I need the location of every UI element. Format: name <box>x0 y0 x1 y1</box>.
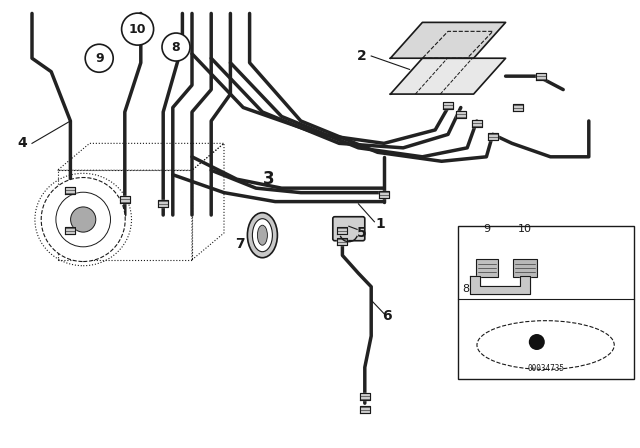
Text: 00034735: 00034735 <box>527 364 564 373</box>
Text: 8: 8 <box>172 40 180 54</box>
Text: 9: 9 <box>483 224 490 234</box>
Text: 9: 9 <box>95 52 104 65</box>
Circle shape <box>85 44 113 72</box>
Circle shape <box>41 177 125 262</box>
Text: 6: 6 <box>382 309 392 323</box>
Polygon shape <box>470 276 529 294</box>
Polygon shape <box>337 227 348 234</box>
Polygon shape <box>158 200 168 207</box>
Circle shape <box>56 192 111 247</box>
Bar <box>458 226 634 379</box>
Polygon shape <box>360 406 370 414</box>
Ellipse shape <box>477 321 614 370</box>
Polygon shape <box>456 111 466 118</box>
Ellipse shape <box>257 225 268 245</box>
Text: 7: 7 <box>235 237 245 251</box>
Polygon shape <box>390 22 506 58</box>
Text: 8: 8 <box>463 284 470 294</box>
Text: 4: 4 <box>17 136 27 151</box>
Ellipse shape <box>252 219 273 252</box>
Polygon shape <box>360 393 370 400</box>
Text: 10: 10 <box>129 22 147 36</box>
Circle shape <box>122 13 154 45</box>
Text: 2: 2 <box>356 49 367 63</box>
Text: 5: 5 <box>356 226 367 240</box>
Polygon shape <box>65 227 76 234</box>
Text: 3: 3 <box>263 170 275 188</box>
Polygon shape <box>536 73 546 80</box>
Bar <box>476 259 498 277</box>
Polygon shape <box>390 58 506 94</box>
Circle shape <box>70 207 96 232</box>
Circle shape <box>529 334 545 350</box>
Ellipse shape <box>248 213 277 258</box>
Polygon shape <box>65 187 76 194</box>
Polygon shape <box>472 120 482 127</box>
Text: 10: 10 <box>518 224 532 234</box>
Bar <box>513 259 536 277</box>
FancyBboxPatch shape <box>333 217 365 241</box>
Circle shape <box>162 33 190 61</box>
Polygon shape <box>120 196 130 203</box>
Text: 1: 1 <box>376 217 386 231</box>
Polygon shape <box>513 104 524 111</box>
Polygon shape <box>337 238 348 246</box>
Polygon shape <box>443 102 453 109</box>
Polygon shape <box>379 191 389 198</box>
Polygon shape <box>488 133 498 140</box>
